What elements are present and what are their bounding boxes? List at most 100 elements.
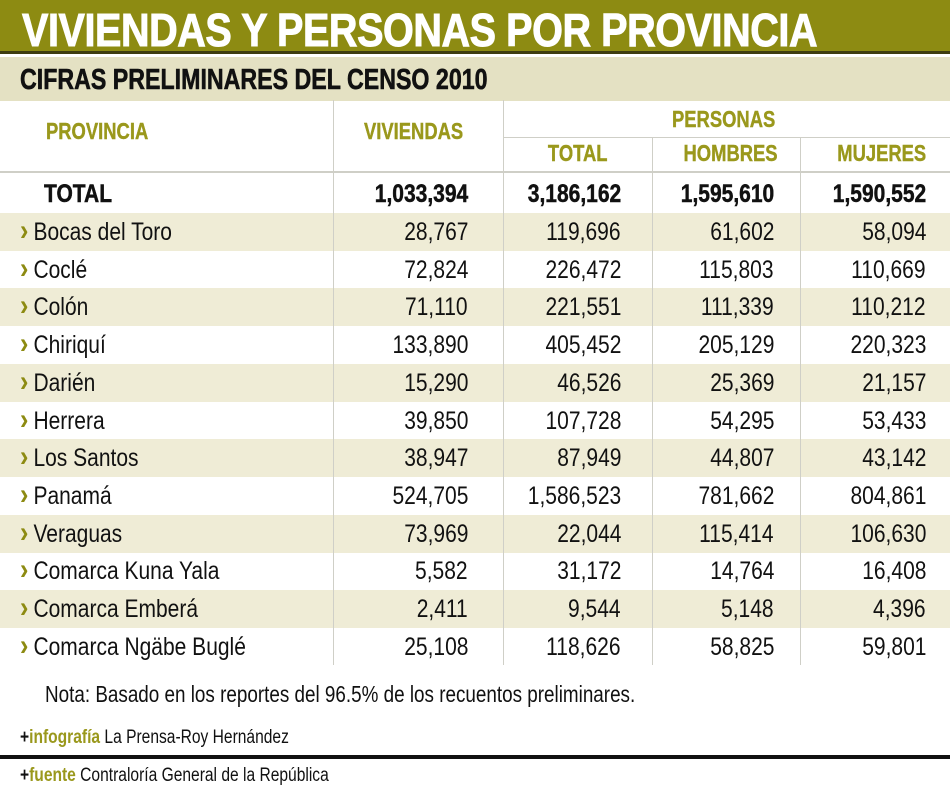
header-hombres: HOMBRES (683, 140, 778, 166)
total-row: TOTAL 1,033,394 3,186,162 1,595,610 1,590,55… (0, 175, 950, 213)
province-cell: › Chiriquí (20, 327, 106, 361)
hombres-cell: 61,602 (709, 218, 774, 246)
chevron-right-icon: › (20, 440, 29, 474)
mujeres-cell: 110,669 (851, 255, 926, 284)
province-name: TOTAL (44, 180, 113, 209)
subtitle: CIFRAS PRELIMINARES DEL CENSO 2010 (20, 64, 488, 97)
table-row: › Coclé 72,824 226,472 115,803 110,669 (0, 251, 950, 289)
fuente-label: fuente (29, 765, 76, 786)
header-divider (0, 171, 950, 173)
table-row: › Panamá 524,705 1,586,523 781,662 804,861 (0, 477, 950, 515)
mujeres-cell: 53,433 (861, 406, 926, 435)
province-cell: › Comarca Kuna Yala (20, 553, 219, 587)
footnote: Nota: Basado en los reportes del 96.5% d… (45, 681, 636, 707)
chevron-right-icon: › (20, 289, 29, 323)
hombres-cell: 5,148 (721, 595, 774, 623)
header-total: TOTAL (548, 140, 608, 166)
province-name: Comarca Kuna Yala (33, 557, 220, 586)
table-row: › Los Santos 38,947 87,949 44,807 43,142 (0, 439, 950, 478)
mujeres-cell: 106,630 (850, 519, 926, 548)
table-row: › Bocas del Toro 28,767 119,696 61,602 58,094 (0, 213, 950, 251)
table-row: › Colón 71,110 221,551 111,339 110,212 (0, 288, 950, 327)
chevron-right-icon: › (20, 251, 29, 285)
total-cell: 31,172 (556, 557, 621, 586)
column-divider (333, 100, 334, 665)
province-cell: › Los Santos (20, 440, 139, 474)
mujeres-cell: 110,212 (851, 293, 926, 322)
subtitle-band: CIFRAS PRELIMINARES DEL CENSO 2010 (0, 57, 950, 101)
mujeres-cell: 804,861 (850, 481, 926, 510)
total-cell: 22,044 (556, 519, 621, 548)
chevron-right-icon: › (20, 214, 29, 247)
hombres-cell: 205,129 (698, 331, 774, 360)
total-cell: 405,452 (545, 331, 621, 360)
province-name: Chiriquí (33, 331, 106, 360)
viviendas-cell: 28,767 (403, 218, 468, 246)
column-divider (503, 100, 504, 665)
viviendas-cell: 72,824 (403, 255, 468, 284)
hombres-cell: 115,414 (699, 519, 774, 548)
total-cell: 46,526 (556, 368, 621, 397)
province-cell: › Coclé (20, 252, 87, 286)
hombres-cell: 111,339 (701, 293, 774, 322)
footer-divider (0, 755, 950, 759)
column-divider (652, 137, 653, 665)
hombres-cell: 1,595,610 (680, 180, 774, 209)
hombres-cell: 14,764 (709, 557, 774, 586)
province-cell: › Colón (20, 289, 88, 323)
province-cell: › Comarca Emberá (20, 591, 198, 625)
province-cell: › Herrera (20, 403, 105, 437)
chevron-right-icon: › (20, 628, 29, 662)
province-cell: TOTAL (44, 180, 112, 209)
header-viviendas: VIVIENDAS (364, 118, 464, 144)
viviendas-cell: 15,290 (403, 368, 468, 397)
table-row: › Comarca Emberá 2,411 9,544 5,148 4,396 (0, 590, 950, 628)
total-cell: 87,949 (556, 444, 621, 473)
header-provincia: PROVINCIA (46, 118, 149, 144)
province-cell: › Panamá (20, 478, 112, 512)
chevron-right-icon: › (20, 402, 29, 436)
table-row: › Veraguas 73,969 22,044 115,414 106,630 (0, 514, 950, 553)
hombres-cell: 781,662 (698, 481, 774, 510)
credit-infografia: +infografía La Prensa-Roy Hernández (20, 727, 289, 749)
viviendas-cell: 71,110 (405, 293, 468, 322)
province-cell: › Veraguas (20, 516, 122, 550)
province-cell: › Bocas del Toro (20, 214, 172, 248)
mujeres-cell: 1,590,552 (832, 180, 926, 209)
total-cell: 226,472 (545, 255, 621, 284)
viviendas-cell: 1,033,394 (374, 180, 468, 209)
viviendas-cell: 133,890 (392, 331, 468, 360)
mujeres-cell: 16,408 (861, 557, 926, 586)
chevron-right-icon: › (20, 477, 29, 511)
province-name: Comarca Ngäbe Buglé (33, 632, 246, 661)
viviendas-cell: 73,969 (403, 519, 468, 548)
fuente-text: Contraloría General de la República (80, 765, 329, 786)
title-band: VIVIENDAS Y PERSONAS POR PROVINCIA (0, 0, 950, 57)
table-row: › Comarca Ngäbe Buglé 25,108 118,626 58,825 5… (0, 628, 950, 666)
province-name: Veraguas (33, 519, 123, 548)
chevron-right-icon: › (20, 364, 29, 398)
viviendas-cell: 38,947 (403, 444, 468, 473)
chevron-right-icon: › (20, 553, 29, 587)
mujeres-cell: 43,142 (861, 444, 926, 473)
column-divider (800, 137, 801, 665)
total-cell: 1,586,523 (527, 481, 621, 510)
mujeres-cell: 220,323 (850, 331, 926, 360)
viviendas-cell: 524,705 (392, 481, 468, 510)
province-name: Los Santos (33, 444, 139, 473)
mujeres-cell: 4,396 (873, 595, 926, 623)
table-row: › Darién 15,290 46,526 25,369 21,157 (0, 363, 950, 402)
province-cell: › Comarca Ngäbe Buglé (20, 629, 246, 663)
province-name: Panamá (33, 481, 112, 510)
plus-icon: + (20, 727, 30, 748)
mujeres-cell: 58,094 (861, 218, 926, 246)
table-row: › Comarca Kuna Yala 5,582 31,172 14,764 16,40… (0, 552, 950, 590)
header-personas: PERSONAS (672, 106, 776, 132)
hombres-cell: 115,803 (699, 255, 774, 284)
province-name: Darién (33, 368, 96, 397)
plus-icon: + (20, 765, 30, 786)
infografia-label: infografía (29, 727, 101, 748)
province-name: Comarca Emberá (33, 595, 199, 623)
chevron-right-icon: › (20, 327, 29, 361)
chevron-right-icon: › (20, 515, 29, 549)
